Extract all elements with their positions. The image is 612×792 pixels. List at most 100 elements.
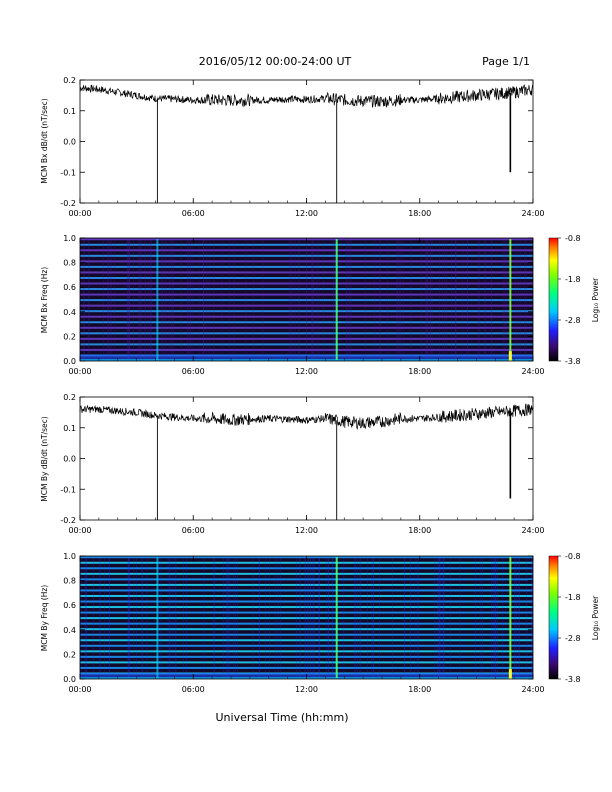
harmonic-line	[80, 567, 533, 570]
x-tick-label: 18:00	[408, 685, 431, 694]
harmonic-line	[80, 304, 533, 307]
x-tick-label: 18:00	[408, 526, 431, 535]
harmonic-line	[80, 561, 533, 564]
harmonic-line	[80, 639, 533, 642]
page-title: 2016/05/12 00:00-24:00 UT	[199, 55, 352, 68]
colorbar	[548, 555, 559, 680]
harmonic-line	[80, 572, 533, 575]
harmonic-line	[80, 650, 533, 653]
y-tick-label: 0.1	[63, 107, 76, 116]
y-tick-label: 0.2	[63, 76, 76, 85]
colorbar-tick-label: -2.8	[565, 316, 581, 325]
panel-by-line: 00:00 06:00 12:00 18:00 24:00 -0.2 -0.1 0.0 0.1 0…	[40, 393, 545, 535]
spike-column	[335, 239, 338, 360]
colorbar	[548, 237, 559, 362]
page-number: Page 1/1	[482, 55, 530, 68]
harmonic-line	[80, 655, 533, 658]
x-tick-label: 18:00	[408, 367, 431, 376]
colorbar-tick-label: -1.8	[565, 593, 581, 602]
x-tick-label: 12:00	[295, 685, 318, 694]
series-trace	[79, 84, 534, 108]
x-tick-label: 12:00	[295, 526, 318, 535]
harmonic-line	[80, 332, 533, 335]
colorbar-label: Log₁₀ Power	[591, 595, 600, 640]
harmonic-line	[80, 343, 533, 346]
harmonic-line	[80, 310, 533, 313]
harmonic-line	[80, 254, 533, 257]
x-tick-label: 00:00	[68, 367, 91, 376]
spike-column	[335, 557, 338, 678]
x-tick-label: 06:00	[182, 209, 205, 218]
x-tick-label: 06:00	[182, 685, 205, 694]
x-axis-title: Universal Time (hh:mm)	[216, 711, 349, 724]
x-tick-label: 06:00	[182, 367, 205, 376]
harmonic-line	[80, 611, 533, 614]
x-tick-label: 12:00	[295, 209, 318, 218]
y-tick-label: 1.0	[63, 552, 76, 561]
colorbar-label: Log₁₀ Power	[591, 277, 600, 322]
y-tick-label: 0.4	[63, 626, 76, 635]
harmonic-line	[80, 299, 533, 302]
y-tick-label: -0.1	[60, 485, 76, 494]
y-axis-label: MCM Bx dB/dt (nT/sec)	[40, 98, 49, 183]
y-tick-label: 0.2	[63, 650, 76, 659]
spike-peak	[508, 669, 512, 679]
y-tick-label: 0.1	[63, 424, 76, 433]
harmonic-line	[80, 260, 533, 263]
y-tick-label: 0.0	[63, 675, 76, 684]
y-tick-label: 0.0	[63, 357, 76, 366]
harmonic-line	[80, 606, 533, 609]
harmonic-line	[80, 633, 533, 636]
y-tick-label: 0.2	[63, 332, 76, 341]
harmonic-line	[80, 589, 533, 592]
x-tick-label: 06:00	[182, 526, 205, 535]
harmonic-line	[80, 276, 533, 279]
harmonic-line	[80, 628, 533, 631]
harmonic-line	[80, 666, 533, 669]
y-tick-label: 0.8	[63, 259, 76, 268]
colorbar-tick-label: -3.8	[565, 675, 581, 684]
y-tick-label: 0.2	[63, 393, 76, 402]
harmonic-line	[80, 661, 533, 664]
y-tick-label: 0.4	[63, 308, 76, 317]
y-tick-label: 0.6	[63, 283, 76, 292]
harmonic-line	[80, 271, 533, 274]
y-tick-label: 1.0	[63, 234, 76, 243]
x-tick-label: 24:00	[521, 209, 544, 218]
y-axis-label: MCM By dB/dt (nT/sec)	[40, 416, 49, 501]
colorbar-tick-label: -0.8	[565, 234, 581, 243]
spike-column	[509, 557, 512, 678]
harmonic-line	[80, 243, 533, 246]
spike-column	[156, 557, 159, 678]
x-tick-label: 24:00	[521, 526, 544, 535]
harmonic-line	[80, 578, 533, 581]
harmonic-line	[80, 644, 533, 647]
colorbar-tick-label: -2.8	[565, 634, 581, 643]
harmonic-line	[80, 293, 533, 296]
y-tick-label: 0.0	[63, 455, 76, 464]
harmonic-line	[80, 265, 533, 268]
y-axis-label: MCM By Freq (Hz)	[40, 585, 49, 651]
colorbar-tick-label: -0.8	[565, 552, 581, 561]
harmonic-line	[80, 288, 533, 291]
harmonic-line	[80, 321, 533, 324]
y-tick-label: 0.8	[63, 577, 76, 586]
x-tick-label: 24:00	[521, 685, 544, 694]
panel-bx-line: 00:00 06:00 12:00 18:00 24:00 -0.2 -0.1 0.0 0.1 0…	[40, 76, 545, 218]
panel-bx-spectrogram: 00:00 06:00 12:00 18:00 24:00 0.0 0.2 0.4 0.6 0.8…	[40, 234, 600, 376]
harmonic-line	[80, 348, 533, 351]
colorbar-tick-label: -1.8	[565, 275, 581, 284]
y-tick-label: -0.2	[60, 516, 76, 525]
y-axis-label: MCM Bx Freq (Hz)	[40, 267, 49, 333]
x-tick-label: 12:00	[295, 367, 318, 376]
series-trace	[79, 403, 534, 430]
y-tick-label: 0.0	[63, 138, 76, 147]
spike-column	[509, 239, 512, 360]
x-tick-label: 00:00	[68, 209, 91, 218]
harmonic-line	[80, 583, 533, 586]
harmonic-line	[80, 282, 533, 285]
x-tick-label: 24:00	[521, 367, 544, 376]
spike-column	[156, 239, 159, 360]
harmonic-line	[80, 315, 533, 318]
spike-peak	[508, 351, 512, 361]
